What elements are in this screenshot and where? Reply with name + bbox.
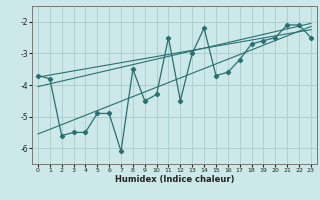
X-axis label: Humidex (Indice chaleur): Humidex (Indice chaleur) [115, 175, 234, 184]
